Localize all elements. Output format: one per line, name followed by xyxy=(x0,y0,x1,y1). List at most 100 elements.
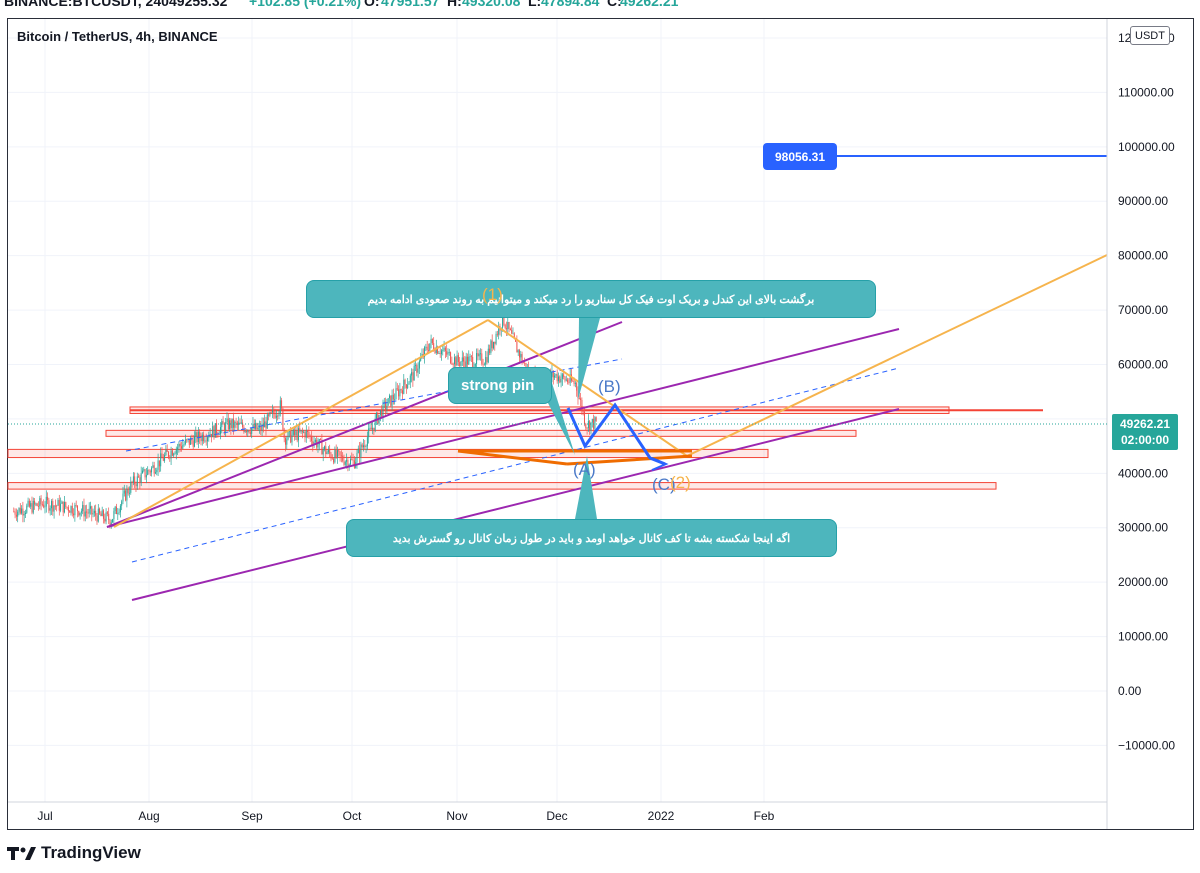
trend-fib-line-c xyxy=(686,254,1108,457)
candle-body xyxy=(573,381,575,384)
candle-body xyxy=(281,400,283,409)
candle-body xyxy=(329,449,331,454)
candle-body xyxy=(204,440,206,442)
candle-body xyxy=(18,507,20,512)
price-change: +102.85 (+0.21%) xyxy=(249,0,362,9)
candle-body xyxy=(518,350,520,358)
candle-body xyxy=(212,426,214,438)
candle-body xyxy=(339,451,341,456)
high-value: 49320.08 xyxy=(462,0,521,9)
candle-body xyxy=(490,340,492,353)
candle-body xyxy=(218,434,220,436)
candle-body xyxy=(310,436,312,442)
candle-body xyxy=(71,506,73,514)
candle-body xyxy=(470,356,472,358)
candle-body xyxy=(193,436,195,447)
x-tick-label: Oct xyxy=(343,809,362,823)
candle-body xyxy=(30,503,32,507)
candle-body xyxy=(322,449,324,455)
candle-body xyxy=(403,379,405,394)
candle-body xyxy=(106,512,108,514)
candle-body xyxy=(555,374,557,376)
candle-body xyxy=(219,427,221,435)
candle-body xyxy=(469,356,471,358)
y-tick-label: 110000.00 xyxy=(1118,85,1174,99)
candle-body xyxy=(373,427,375,431)
candle-body xyxy=(200,438,202,442)
candle-body xyxy=(457,355,459,363)
y-tick-label: 0.00 xyxy=(1118,684,1142,698)
candle-body xyxy=(43,504,45,508)
candle-body xyxy=(511,330,513,334)
chart-frame[interactable] xyxy=(7,18,1194,830)
candle-body xyxy=(240,422,242,424)
candle-body xyxy=(268,414,270,416)
candle-body xyxy=(229,420,231,430)
currency-badge[interactable]: USDT xyxy=(1130,26,1170,45)
candle-body xyxy=(151,467,153,473)
candle-body xyxy=(67,507,69,512)
candle-body xyxy=(492,341,494,349)
candle-body xyxy=(135,484,137,487)
candle-body xyxy=(63,501,65,513)
low-label: L: xyxy=(528,0,542,9)
annotation-strong-pin: strong pin xyxy=(448,367,552,404)
candle-body xyxy=(274,414,276,418)
candle-body xyxy=(227,418,229,430)
candle-body xyxy=(60,503,62,511)
candle-body xyxy=(577,390,579,398)
candle-body xyxy=(333,458,335,463)
tradingview-logo-icon xyxy=(7,847,36,860)
candle-body xyxy=(21,508,23,514)
candle-body xyxy=(299,428,301,432)
candle-body xyxy=(24,512,26,515)
x-tick-label: Aug xyxy=(138,809,159,823)
candle-body xyxy=(486,357,488,363)
candle-body xyxy=(201,434,203,442)
candle-body xyxy=(556,374,558,382)
channel-dashed-upper xyxy=(125,358,623,452)
candle-body xyxy=(372,427,374,430)
candle-body xyxy=(305,430,307,438)
candle-body xyxy=(65,501,67,507)
wave-label-a: (A) xyxy=(573,460,596,479)
candle-body xyxy=(314,439,316,442)
candle-body xyxy=(347,459,349,468)
channel-lower-line xyxy=(131,408,900,601)
candle-body xyxy=(261,423,263,431)
candle-body xyxy=(114,506,116,512)
candle-body xyxy=(45,496,47,507)
candle-body xyxy=(154,472,156,474)
candle-body xyxy=(587,421,589,429)
candle-body xyxy=(57,499,59,506)
candle-body xyxy=(144,469,146,478)
candle-body xyxy=(54,505,56,507)
candle-body xyxy=(418,360,420,369)
y-tick-label: 40000.00 xyxy=(1118,466,1168,480)
candle-body xyxy=(66,506,68,508)
candle-body xyxy=(374,418,376,431)
candle-body xyxy=(166,449,168,452)
candle-body xyxy=(256,423,258,430)
candle-body xyxy=(433,343,435,350)
candle-body xyxy=(420,358,422,361)
candle-body xyxy=(427,349,429,351)
candle-body xyxy=(438,353,440,355)
candle-body xyxy=(437,346,439,354)
tradingview-logo[interactable]: TradingView xyxy=(7,843,141,863)
candle-body xyxy=(572,380,574,382)
candle-body xyxy=(304,431,306,438)
candle-body xyxy=(74,505,76,516)
candle-body xyxy=(140,473,142,483)
candle-body xyxy=(109,520,111,526)
candle-body xyxy=(352,459,354,461)
candle-body xyxy=(125,490,127,501)
candle-body xyxy=(73,513,75,516)
candle-body xyxy=(199,431,201,439)
candle-body xyxy=(162,458,164,461)
candle-body xyxy=(102,510,104,519)
candle-body xyxy=(476,353,478,365)
candle-body xyxy=(336,450,338,457)
candle-body xyxy=(568,382,570,383)
